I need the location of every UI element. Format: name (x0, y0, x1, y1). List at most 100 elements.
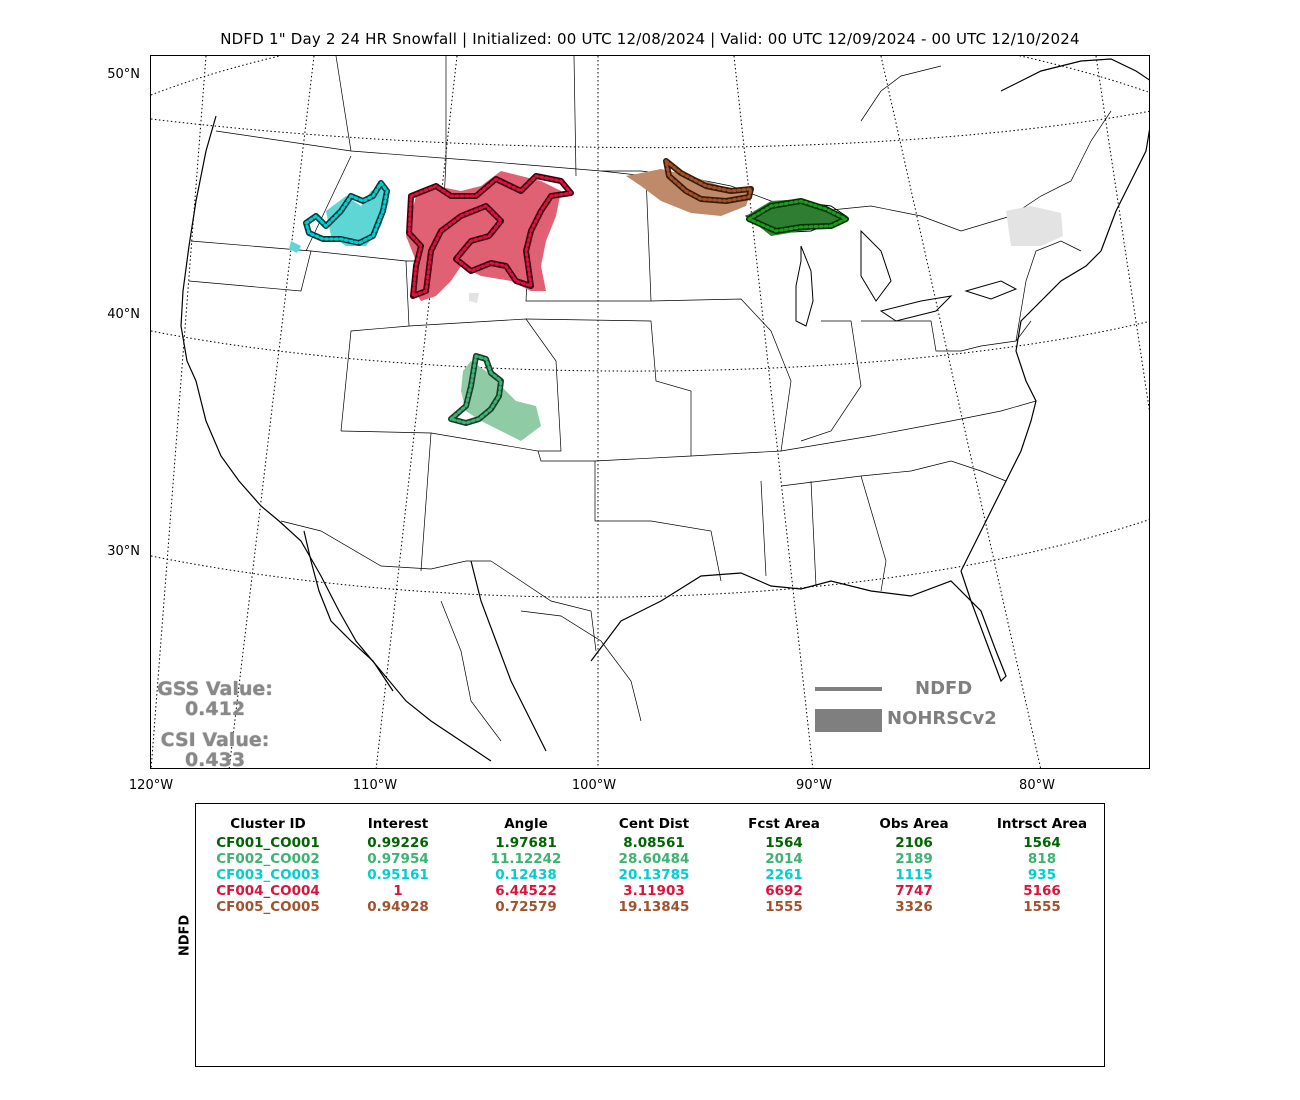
rio-grande (490, 560, 597, 652)
table-cell: 3.11903 (623, 883, 685, 899)
meridian-70w (1095, 56, 1149, 412)
lake-huron (860, 229, 892, 302)
baja-gulf (303, 530, 394, 692)
table-cell: 20.13785 (618, 867, 690, 883)
ny-border (1015, 240, 1082, 342)
cluster-stats-table: Cluster ID Interest Angle Cent Dist Fcst Are… (195, 803, 1105, 1067)
table-cell: 0.95161 (367, 867, 429, 883)
table-cell: 1 (393, 883, 403, 899)
table-cell: CF001_CO001 (216, 835, 320, 851)
table-cell: 2261 (765, 867, 803, 883)
table-header-cell: Angle (504, 816, 548, 832)
gss-label: GSS Value: (157, 678, 273, 700)
lon-label-80w: 80°W (1019, 778, 1055, 793)
csi-label: CSI Value: (160, 729, 270, 751)
table-cell: 11.12242 (490, 851, 562, 867)
lat-label-50: 50°N (107, 67, 140, 82)
tn-ky (780, 400, 1037, 452)
lat-label-30: 30°N (107, 544, 140, 559)
table-row: CF002_CO002 0.97954 11.12242 28.60484 2014 21… (196, 851, 1106, 867)
table-cell: 8.08561 (623, 835, 685, 851)
lake-erie (879, 295, 953, 322)
table-cell: 0.94928 (367, 899, 429, 915)
csi-value: 0.433 (184, 749, 246, 771)
forecast-outlines (303, 158, 849, 426)
graticule-meridians (151, 56, 1149, 768)
obs-area-unmatched-small (469, 293, 479, 303)
table-header-cell: Fcst Area (748, 816, 820, 832)
table-cell: CF003_CO003 (216, 867, 320, 883)
ohio-pa (861, 320, 1032, 352)
lat-label-40: 40°N (107, 307, 140, 322)
obs-area-cf003b (289, 241, 301, 253)
table-row: CF003_CO003 0.95161 0.12438 20.13785 2261 111… (196, 867, 1106, 883)
table-side-label: NDFD (177, 914, 193, 957)
nm-texas (430, 432, 722, 582)
table-header-cell: Cent Dist (618, 816, 690, 832)
state-borders (188, 56, 1112, 742)
chart-title: NDFD 1" Day 2 24 HR Snowfall | Initializ… (220, 30, 1080, 48)
table-cell: 0.12438 (495, 867, 557, 883)
meridian-110w (375, 56, 458, 768)
mexico-states-2 (440, 600, 502, 742)
table-cell: 1555 (765, 899, 803, 915)
table-cell: 1564 (765, 835, 803, 851)
table-row: CF004_CO004 1 6.44522 3.11903 6692 7747 5166 (196, 883, 1106, 899)
us-canada-border-west (215, 130, 641, 172)
legend-ndfd-label: NDFD (915, 678, 973, 699)
meridian-80w (880, 56, 1042, 768)
canada-east-coast (1000, 58, 1149, 92)
basemap-svg (151, 56, 1149, 768)
coastlines (180, 58, 1149, 762)
table-cell: CF005_CO005 (216, 899, 320, 915)
arizona-newmexico (340, 430, 432, 572)
bc-alberta (335, 56, 352, 152)
gss-value: 0.412 (184, 698, 246, 720)
west-coast (180, 115, 492, 762)
canada-province-line (860, 65, 942, 122)
lon-label-90w: 90°W (796, 778, 832, 793)
table-cell: 19.13845 (618, 899, 690, 915)
idaho-nevada (310, 250, 410, 432)
table-cell: 1555 (1023, 899, 1061, 915)
fcst-outline-cf003 (304, 181, 389, 245)
fcst-outline-cf001 (747, 199, 848, 233)
table-header-cell: Obs Area (879, 816, 949, 832)
obs-area-unmatched-northeast (1006, 206, 1063, 246)
lon-label-120w: 120°W (128, 778, 174, 793)
graticule-parallels (151, 56, 1149, 598)
table-cell: 6.44522 (495, 883, 557, 899)
table-row: CF001_CO001 0.99226 1.97681 8.08561 1564 2106… (196, 835, 1106, 851)
table-header-cell: Intrsct Area (996, 816, 1088, 832)
lake-ontario (964, 280, 1018, 300)
fcst-outline-cf004 (407, 174, 573, 298)
oregon-border (188, 240, 312, 292)
parallel-45n (151, 110, 1149, 149)
legend-ndfd-line-swatch (815, 687, 882, 691)
table-header-cell: Interest (367, 816, 429, 832)
alabama-border (860, 475, 887, 592)
illinois-indiana (800, 320, 862, 442)
table-cell: 2189 (895, 851, 933, 867)
nebraska-kansas (525, 318, 692, 462)
table-cell: 3326 (895, 899, 933, 915)
parallel-50n (151, 56, 1149, 96)
mexico-gulf-coast (470, 560, 547, 752)
table-cell: 0.72579 (495, 899, 557, 915)
table-cell: 1.97681 (495, 835, 557, 851)
observed-regions (289, 169, 1063, 441)
legend-nohrsc-box-swatch (815, 709, 882, 732)
sask-manitoba (573, 56, 577, 177)
table-cell: 818 (1027, 851, 1057, 867)
table-cell: 2014 (765, 851, 803, 867)
table-cell: 5166 (1023, 883, 1061, 899)
meridian-120w (151, 56, 207, 768)
iowa-missouri (650, 298, 792, 457)
table-cell: CF004_CO004 (216, 883, 320, 899)
table-header-row: Cluster ID Interest Angle Cent Dist Fcst Are… (196, 816, 1106, 835)
new-england-coast (1100, 129, 1149, 252)
table-cell: 6692 (765, 883, 803, 899)
map-panel (150, 55, 1150, 769)
lon-label-100w: 100°W (571, 778, 617, 793)
louisiana-border (760, 480, 767, 577)
